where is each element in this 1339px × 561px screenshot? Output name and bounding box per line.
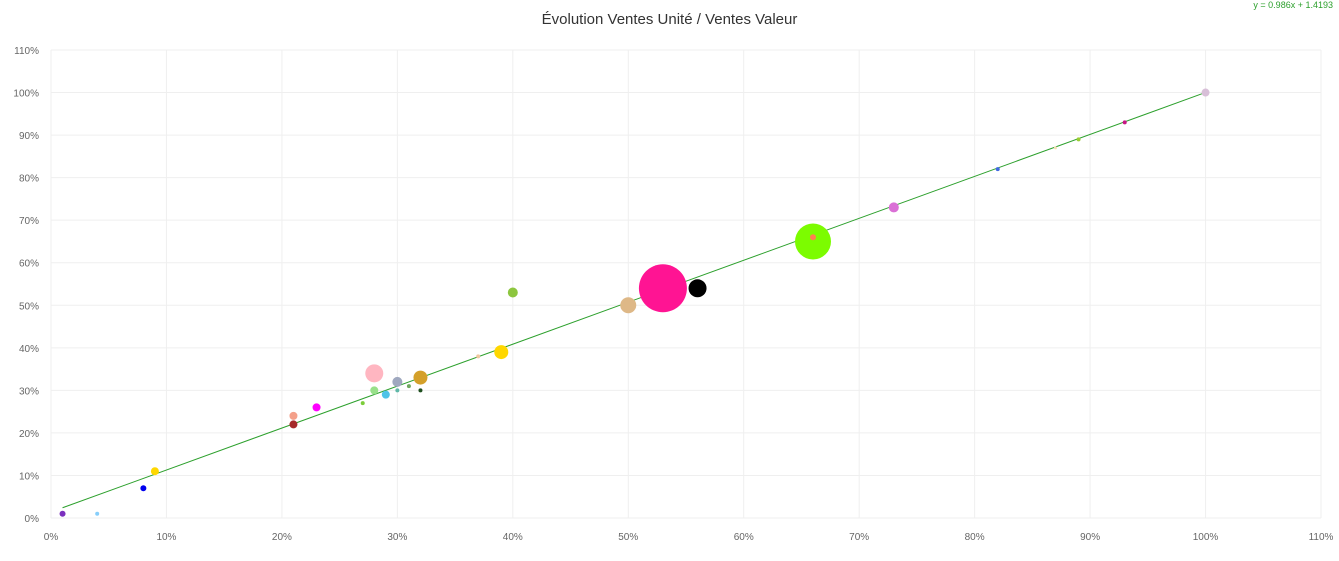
data-point — [95, 511, 100, 516]
y-tick-label: 0% — [25, 514, 40, 525]
x-tick-label: 30% — [387, 532, 407, 543]
data-point — [638, 264, 687, 313]
chart-title: Évolution Ventes Unité / Ventes Valeur — [541, 11, 798, 28]
y-tick-label: 80% — [19, 174, 39, 185]
x-tick-label: 20% — [272, 532, 292, 543]
data-point — [150, 467, 159, 476]
x-tick-label: 50% — [618, 532, 638, 543]
y-tick-label: 90% — [19, 131, 39, 142]
data-point — [392, 376, 403, 387]
data-point — [1076, 137, 1081, 142]
data-point — [1053, 146, 1057, 150]
x-tick-label: 40% — [503, 532, 523, 543]
data-point — [810, 234, 816, 241]
data-point — [59, 510, 66, 517]
data-point — [395, 388, 400, 393]
y-tick-label: 20% — [19, 429, 39, 440]
x-tick-label: 110% — [1309, 532, 1334, 543]
data-point — [418, 388, 423, 393]
data-point — [289, 420, 298, 429]
x-tick-label: 100% — [1193, 532, 1219, 543]
data-point — [312, 403, 321, 412]
data-point — [995, 167, 1000, 172]
data-point — [494, 345, 509, 360]
x-tick-label: 70% — [849, 532, 869, 543]
y-tick-label: 30% — [19, 386, 39, 397]
regression-equation: y = 0.986x + 1.4193 — [1253, 0, 1333, 10]
y-tick-label: 60% — [19, 259, 39, 270]
data-point — [888, 202, 899, 213]
data-point — [1201, 88, 1210, 97]
data-point — [688, 279, 707, 298]
x-tick-label: 90% — [1080, 532, 1100, 543]
data-point — [381, 390, 390, 399]
data-point — [1122, 120, 1127, 125]
x-tick-label: 0% — [44, 532, 59, 543]
data-point — [620, 297, 637, 314]
data-point — [476, 354, 481, 359]
y-tick-label: 40% — [19, 344, 39, 355]
y-tick-label: 100% — [13, 89, 39, 100]
y-tick-label: 110% — [14, 46, 39, 57]
data-point — [289, 411, 298, 420]
y-tick-label: 70% — [19, 216, 39, 227]
x-tick-label: 60% — [734, 532, 754, 543]
x-tick-label: 10% — [156, 532, 176, 543]
data-point — [370, 386, 379, 395]
data-point — [360, 401, 365, 406]
data-point — [140, 485, 147, 492]
data-point — [507, 287, 518, 298]
data-point — [413, 370, 428, 385]
x-tick-label: 80% — [965, 532, 985, 543]
data-point — [795, 223, 831, 260]
data-point — [406, 384, 411, 389]
y-tick-label: 50% — [19, 301, 39, 312]
data-point — [365, 364, 384, 383]
y-tick-label: 10% — [19, 471, 39, 482]
